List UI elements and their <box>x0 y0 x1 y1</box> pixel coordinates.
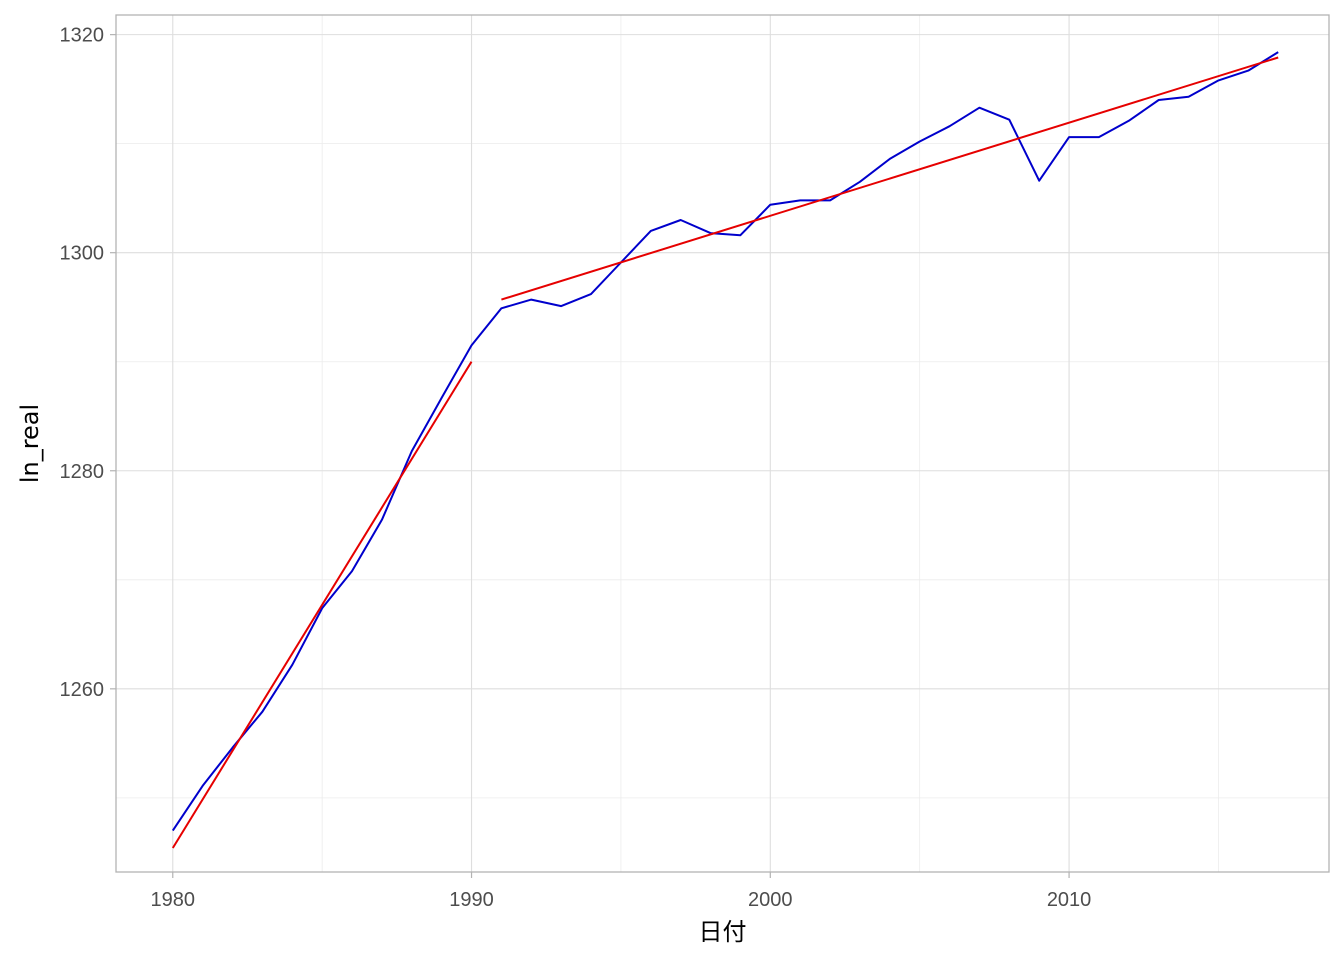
series-line-2 <box>171 361 473 849</box>
y-tick-label: 1280 <box>60 461 105 483</box>
y-tick-label: 1320 <box>60 25 105 47</box>
panel-border <box>115 14 1330 873</box>
series-layer <box>171 51 1279 849</box>
x-tick-label: 1990 <box>449 889 494 911</box>
x-tick-label: 1980 <box>151 889 196 911</box>
x-tick-label: 2010 <box>1047 889 1092 911</box>
y-axis-title: ln_real <box>16 404 44 483</box>
series-line-3 <box>501 56 1279 301</box>
major-gridlines <box>116 15 1329 872</box>
y-tick-label: 1260 <box>60 679 105 701</box>
x-axis-title: 日付 <box>699 918 747 946</box>
series-line-1 <box>171 51 1279 832</box>
minor-gridlines <box>116 15 1329 872</box>
axis-ticks: 1980 1990 2000 2010 1260 1280 1300 1320 <box>60 25 1092 911</box>
x-tick-label: 2000 <box>748 889 793 911</box>
y-tick-label: 1300 <box>60 243 105 265</box>
